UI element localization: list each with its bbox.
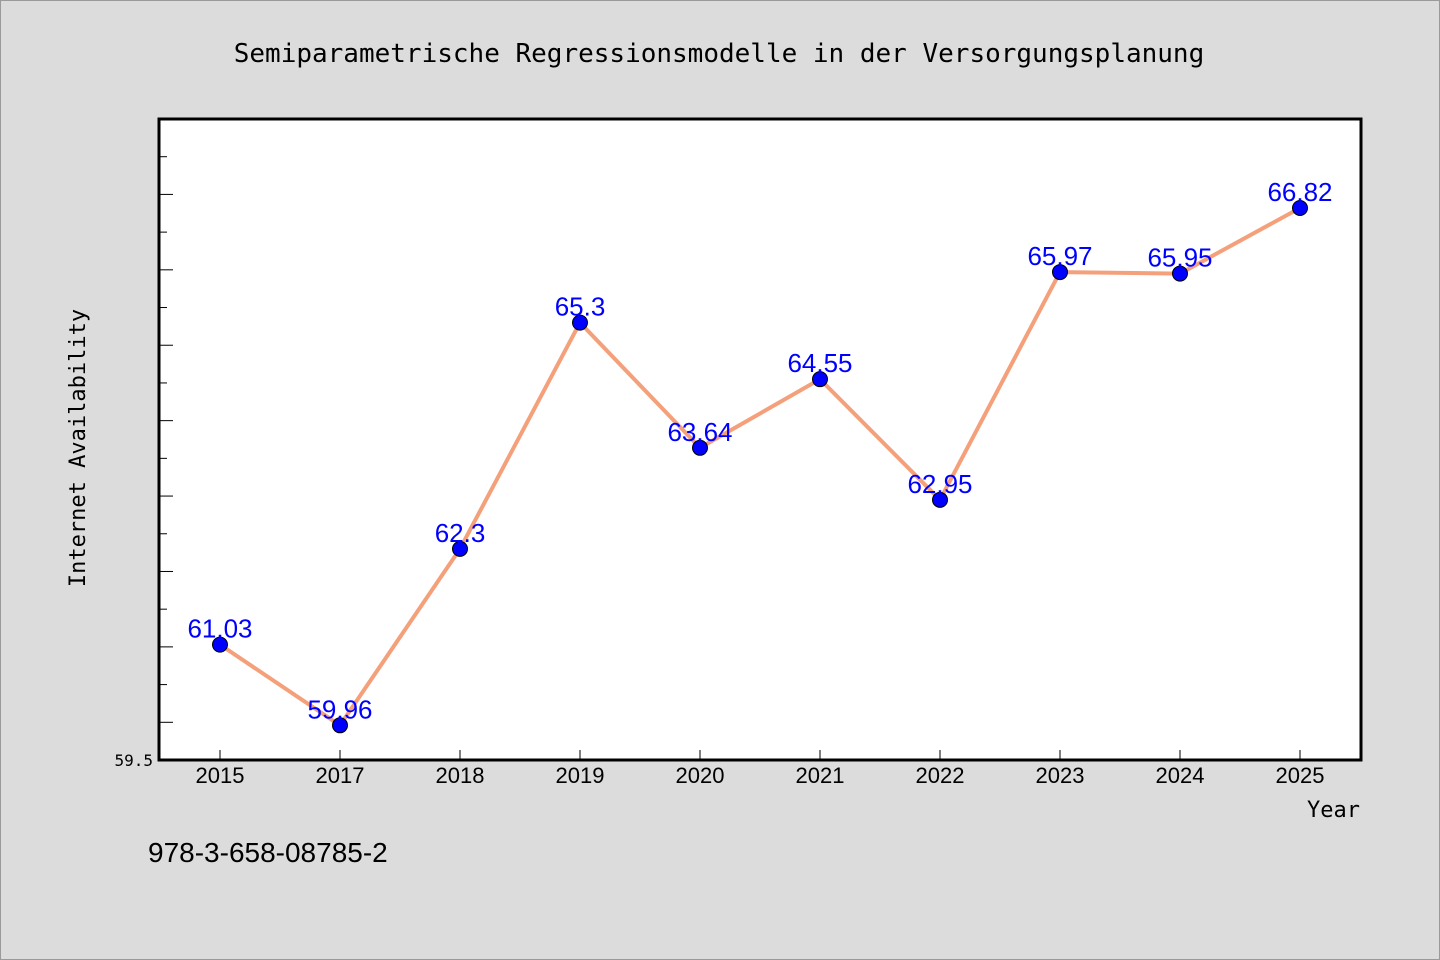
data-point bbox=[1052, 264, 1068, 281]
x-tick-label: 2019 bbox=[556, 763, 605, 788]
isbn-text: 978-3-658-08785-2 bbox=[148, 837, 388, 868]
data-point bbox=[452, 540, 468, 557]
x-axis-label: Year bbox=[1307, 798, 1360, 823]
data-labels: 61.03 59.96 62.3 65.3 63.64 64.55 62.95 65.97 65… bbox=[187, 177, 1332, 724]
plot-area bbox=[157, 117, 1363, 762]
data-label: 61.03 bbox=[187, 614, 252, 644]
x-tick-label: 2023 bbox=[1036, 763, 1085, 788]
x-tick-label: 2025 bbox=[1276, 763, 1325, 788]
data-label: 63.64 bbox=[667, 417, 732, 447]
data-point bbox=[812, 371, 828, 388]
data-point bbox=[692, 439, 708, 456]
data-label: 64.55 bbox=[787, 348, 852, 378]
data-label: 59.96 bbox=[307, 694, 372, 724]
x-tick-label: 2021 bbox=[796, 763, 845, 788]
data-point bbox=[572, 314, 588, 331]
data-label: 65.97 bbox=[1027, 241, 1092, 271]
data-label: 62.95 bbox=[907, 469, 972, 499]
data-point bbox=[932, 491, 948, 508]
x-axis-ticks: 2015 2017 2018 2019 2020 2021 2022 2023 2024 2025 bbox=[196, 750, 1325, 788]
series-line bbox=[218, 206, 1301, 728]
data-label: 62.3 bbox=[435, 518, 486, 548]
x-tick-label: 2022 bbox=[916, 763, 965, 788]
series-line-group bbox=[218, 206, 1301, 728]
data-markers bbox=[212, 199, 1308, 734]
y-axis-ticks: 59.5 bbox=[114, 118, 173, 770]
x-tick-label: 2020 bbox=[676, 763, 725, 788]
y-axis-label: Internet Availability bbox=[66, 309, 91, 587]
x-tick-label: 2017 bbox=[316, 763, 365, 788]
x-tick-label: 2024 bbox=[1156, 763, 1205, 788]
data-label: 66.82 bbox=[1267, 177, 1332, 207]
data-point bbox=[1292, 199, 1308, 216]
x-tick-label: 2015 bbox=[196, 763, 245, 788]
data-point bbox=[212, 636, 228, 653]
data-point bbox=[1172, 265, 1188, 282]
data-label: 65.3 bbox=[555, 292, 606, 322]
y-tick-label: 59.5 bbox=[114, 751, 153, 770]
x-tick-label: 2018 bbox=[436, 763, 485, 788]
chart-title: Semiparametrische Regressionsmodelle in … bbox=[234, 39, 1205, 69]
data-label: 65.95 bbox=[1147, 243, 1212, 273]
data-point bbox=[332, 717, 348, 734]
